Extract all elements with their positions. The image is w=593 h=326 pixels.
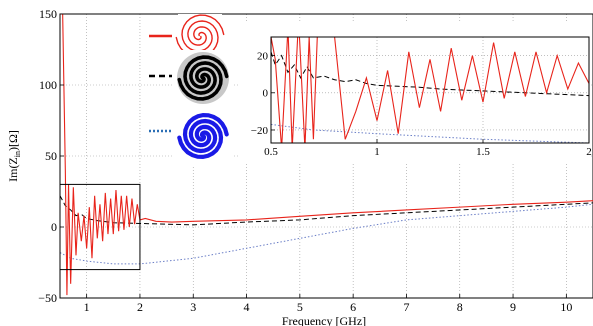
main-y-tick-label: 150 — [39, 7, 57, 21]
zoom-region-box — [59, 183, 141, 271]
main-x-tick-label: 5 — [297, 300, 303, 314]
spiral-arm — [177, 61, 223, 101]
inset-series-dashed-line — [271, 51, 589, 97]
main-y-tick-label: 100 — [39, 78, 57, 92]
inset-x-axis-ticks: 0.5 1 1.5 2 — [264, 139, 592, 158]
legend-entry-blue-spiral — [149, 107, 234, 165]
main-y-axis-ticks: −50 0 50 100 150 — [38, 7, 64, 305]
inset-y-tick-label: −20 — [251, 125, 269, 137]
main-y-tick-label: −50 — [38, 291, 57, 305]
main-x-tick-label: 7 — [403, 300, 409, 314]
inset-x-tick-label: 1.5 — [476, 146, 490, 158]
inset-y-axis-ticks: −20 0 20 — [251, 50, 275, 137]
y-axis-label: Im(Zin)[Ω] — [6, 130, 22, 182]
main-series-group — [60, 14, 593, 296]
inset-plot-frame — [270, 36, 590, 144]
inset-series-solid-line — [271, 37, 589, 143]
spiral-arm — [182, 112, 229, 154]
spiral-arm — [183, 55, 229, 95]
main-x-tick-label: 2 — [137, 300, 143, 314]
inset-background — [240, 22, 590, 162]
main-x-tick-label: 8 — [457, 300, 463, 314]
inset-x-tick-label: 2 — [586, 146, 592, 158]
main-y-tick-label: 50 — [45, 149, 57, 163]
legend-entry-black-spiral — [149, 50, 234, 106]
main-series-solid-line — [60, 14, 593, 296]
inset-x-tick-label: 1 — [374, 146, 380, 158]
main-y-tick-label: 0 — [51, 220, 57, 234]
inset-series-dotted-line — [271, 123, 589, 143]
inset-chart: 0.5 1 1.5 2 −20 0 20 — [240, 22, 592, 162]
main-x-tick-label: 9 — [510, 300, 516, 314]
legend — [149, 14, 234, 165]
inset-grid — [270, 37, 590, 143]
spiral-arm — [181, 14, 225, 52]
spiral-arm — [177, 118, 224, 160]
main-x-tick-label: 1 — [84, 300, 90, 314]
main-x-axis-ticks: 1 2 3 4 5 6 7 8 9 10 — [84, 294, 572, 314]
main-x-tick-label: 10 — [560, 300, 572, 314]
inset-y-tick-label: 0 — [263, 88, 269, 100]
main-x-tick-label: 6 — [350, 300, 356, 314]
blue-dual-spiral-icon — [177, 112, 229, 160]
x-axis-label: Frequency [GHz] — [282, 314, 366, 326]
inset-series-group — [271, 37, 589, 143]
inset-x-tick-label: 0.5 — [264, 146, 278, 158]
y-axis-label-subscript: in — [13, 151, 22, 157]
main-series-dotted-line — [60, 203, 593, 265]
main-x-tick-label: 4 — [244, 300, 250, 314]
inset-y-tick-label: 20 — [257, 50, 269, 62]
black-dual-spiral-icon — [177, 52, 229, 104]
main-x-tick-label: 3 — [190, 300, 196, 314]
main-series-dashed-line — [60, 195, 593, 226]
